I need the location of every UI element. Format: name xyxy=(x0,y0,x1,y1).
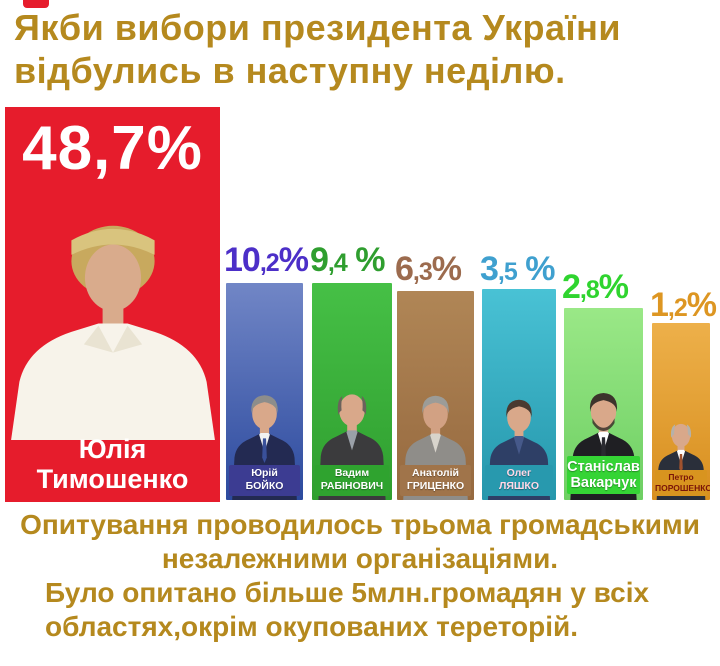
candidate-first-name: Петро xyxy=(668,471,694,482)
candidate-column-poroshenko: 1,2% Петро ПОРОШЕНКО xyxy=(650,0,717,500)
leader-first-name: Юлія xyxy=(78,433,147,464)
percent-main: 3 xyxy=(480,250,499,288)
percent-main: 2 xyxy=(562,268,581,306)
candidate-last-name: ЛЯШКО xyxy=(498,480,540,493)
percent-sign: % xyxy=(686,286,717,324)
percent-decimal: ,2 xyxy=(259,249,280,277)
percent-decimal: ,5 xyxy=(497,258,518,286)
red-corner-mark xyxy=(23,0,49,8)
candidate-photo: Юрій БОЙКО xyxy=(226,283,303,500)
candidate-photo: Олег ЛЯШКО xyxy=(482,289,556,500)
candidate-name-plate: Анатолій ГРИЦЕНКО xyxy=(400,464,471,496)
percent-sign: % xyxy=(278,241,309,279)
candidate-last-name: БОЙКО xyxy=(245,480,284,493)
percent-label: 1,2% xyxy=(650,286,717,325)
candidate-name-plate: Вадим РАБІНОВИЧ xyxy=(315,464,389,496)
candidate-column-liashko: 3,5 % Олег ЛЯШКО xyxy=(480,0,556,500)
percent-decimal: ,2 xyxy=(667,294,688,322)
candidate-photo: Петро ПОРОШЕНКО xyxy=(652,323,710,500)
candidate-column-hrytsenko: 6,3% Анатолій ГРИЦЕНКО xyxy=(395,0,474,500)
candidate-name-plate: Петро ПОРОШЕНКО xyxy=(655,469,710,496)
poll-title-line2: відбулись в наступну неділю. xyxy=(14,50,566,92)
poll-title-line1: Якби вибори президента України xyxy=(14,7,621,48)
poll-footnote: Опитування проводилось трьома громадськи… xyxy=(0,508,720,645)
footnote-line3: Було опитано більше 5млн.громадян у всіх xyxy=(45,577,650,609)
leader-percent: 48,7% xyxy=(22,114,203,183)
percent-decimal: ,3 xyxy=(412,258,433,286)
candidate-first-name: Станіслав xyxy=(567,458,640,475)
poll-title: Якби вибори президента України відбулись… xyxy=(14,6,621,92)
candidate-last-name: РАБІНОВИЧ xyxy=(320,480,384,493)
percent-main: 6 xyxy=(395,250,414,288)
percent-sign: % xyxy=(346,241,385,279)
candidate-last-name: Вакарчук xyxy=(570,474,637,491)
percent-sign: % xyxy=(598,268,629,306)
percent-sign: % xyxy=(516,250,555,288)
percent-main: 10 xyxy=(224,241,261,279)
footnote-line4: областях,окрім окупованих тереторій. xyxy=(45,611,579,643)
candidate-column-boyko: 10,2% Юрій БОЙКО xyxy=(224,0,309,500)
candidate-first-name: Юрій xyxy=(251,466,278,479)
percent-main: 9 xyxy=(310,241,329,279)
percent-sign: % xyxy=(431,250,462,288)
candidate-photo: Анатолій ГРИЦЕНКО xyxy=(397,291,474,500)
footnote-line2: незалежними організаціями. xyxy=(161,543,559,575)
leader-portrait-silhouette-icon xyxy=(10,225,215,440)
candidate-first-name: Анатолій xyxy=(412,466,459,479)
candidate-name-plate: Олег ЛЯШКО xyxy=(485,464,553,496)
candidate-column-vakarchuk: 2,8% Станіслав Вакарчук xyxy=(562,0,643,500)
leader-name: Юлія Тимошенко xyxy=(5,434,220,494)
percent-label: 9,4 % xyxy=(310,241,385,280)
leader-last-name: Тимошенко xyxy=(36,463,189,494)
candidate-name-plate: Юрій БОЙКО xyxy=(229,464,300,496)
candidate-column-rabinovych: 9,4 % Вадим РАБІНОВИЧ xyxy=(310,0,392,500)
footnote-line1: Опитування проводилось трьома громадськи… xyxy=(20,509,700,540)
candidate-first-name: Вадим xyxy=(334,466,370,479)
candidate-last-name: ГРИЦЕНКО xyxy=(406,480,465,493)
candidate-first-name: Олег xyxy=(506,466,532,479)
candidate-photo: Станіслав Вакарчук xyxy=(564,308,643,500)
percent-label: 6,3% xyxy=(395,250,462,289)
percent-main: 1 xyxy=(650,286,669,324)
candidate-photo: Вадим РАБІНОВИЧ xyxy=(312,283,392,500)
leader-panel: 48,7% Юлія Тимошенко xyxy=(5,107,220,502)
percent-label: 10,2% xyxy=(224,241,309,280)
candidate-last-name: ПОРОШЕНКО xyxy=(655,482,710,493)
percent-label: 3,5 % xyxy=(480,250,555,289)
percent-label: 2,8% xyxy=(562,268,629,307)
percent-decimal: ,4 xyxy=(327,249,348,277)
percent-decimal: ,8 xyxy=(579,276,600,304)
candidate-name-plate: Станіслав Вакарчук xyxy=(567,455,640,494)
